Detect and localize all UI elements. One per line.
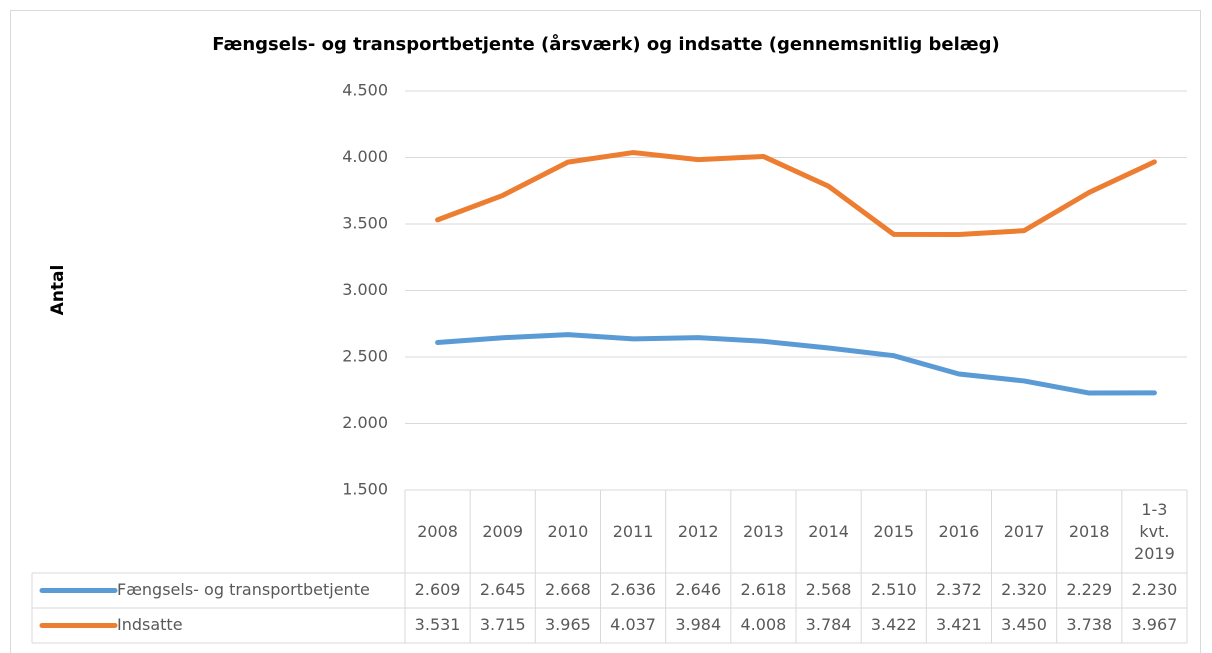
series-line xyxy=(435,332,1157,396)
x-tick-label: 2014 xyxy=(796,490,861,573)
x-tick-label: 2009 xyxy=(470,490,535,573)
x-tick-text: 2009 xyxy=(482,521,524,541)
data-table-value: 2.618 xyxy=(741,580,787,599)
y-tick-label: 3.000 xyxy=(342,280,388,299)
data-table-value: 2.668 xyxy=(545,580,591,599)
data-table-value: 2.372 xyxy=(936,580,982,599)
data-table-value: 3.450 xyxy=(1001,615,1047,634)
legend-label: Indsatte xyxy=(117,615,183,634)
data-table-value: 3.738 xyxy=(1066,615,1112,634)
data-table-value: 2.646 xyxy=(675,580,721,599)
data-table-value: 2.636 xyxy=(610,580,656,599)
x-tick-text: 2014 xyxy=(808,521,849,541)
y-tick-label: 2.000 xyxy=(342,413,388,432)
data-table-value: 4.008 xyxy=(741,615,787,634)
y-tick-label: 4.500 xyxy=(342,81,388,100)
x-tick-text: 2016 xyxy=(938,521,980,541)
legend-label: Fængsels- og transportbetjente xyxy=(117,580,370,599)
data-table-value: 3.422 xyxy=(871,615,917,634)
data-table-value: 2.568 xyxy=(806,580,852,599)
x-tick-label: 2011 xyxy=(601,490,666,573)
x-tick-label: 2012 xyxy=(666,490,731,573)
x-tick-text: 2010 xyxy=(547,521,589,541)
series-line xyxy=(435,150,1157,238)
x-tick-label: 1-3 kvt. 2019 xyxy=(1122,490,1187,573)
x-tick-text: 2017 xyxy=(1003,521,1045,541)
data-table-value: 3.984 xyxy=(675,615,721,634)
data-table-value: 3.421 xyxy=(936,615,982,634)
y-axis-label: Antal xyxy=(48,265,68,316)
x-tick-label: 2016 xyxy=(926,490,991,573)
x-tick-label: 2010 xyxy=(535,490,600,573)
data-table-value: 3.784 xyxy=(806,615,852,634)
x-tick-label: 2018 xyxy=(1057,490,1122,573)
x-tick-text: 2008 xyxy=(417,521,458,541)
data-table-value: 2.645 xyxy=(480,580,526,599)
data-table-value: 3.715 xyxy=(480,615,526,634)
data-table-value: 2.609 xyxy=(415,580,461,599)
data-table-value: 4.037 xyxy=(610,615,656,634)
y-tick-label: 4.000 xyxy=(342,147,388,166)
x-tick-label: 2017 xyxy=(992,490,1057,573)
x-tick-text: 2018 xyxy=(1068,521,1110,541)
data-table-value: 2.229 xyxy=(1066,580,1112,599)
chart-title: Fængsels- og transportbetjente (årsværk)… xyxy=(212,33,1000,55)
data-table-value: 2.510 xyxy=(871,580,917,599)
y-tick-label: 2.500 xyxy=(342,347,388,366)
data-table-value: 3.965 xyxy=(545,615,591,634)
data-table-value: 2.230 xyxy=(1132,580,1178,599)
x-tick-text: 2012 xyxy=(677,521,719,541)
x-tick-text: 2015 xyxy=(873,521,915,541)
x-tick-text: 2013 xyxy=(743,521,784,541)
y-tick-label: 3.500 xyxy=(342,214,388,233)
data-table-value: 3.531 xyxy=(415,615,461,634)
data-table-value: 2.320 xyxy=(1001,580,1047,599)
x-tick-text: 2011 xyxy=(612,521,654,541)
data-table-value: 3.967 xyxy=(1132,615,1178,634)
chart-border xyxy=(10,10,1201,653)
x-tick-label: 2008 xyxy=(405,490,470,573)
x-tick-text: 1-3 kvt. 2019 xyxy=(1134,499,1175,563)
x-tick-label: 2015 xyxy=(861,490,926,573)
x-tick-label: 2013 xyxy=(731,490,796,573)
y-tick-label: 1.500 xyxy=(342,480,388,499)
